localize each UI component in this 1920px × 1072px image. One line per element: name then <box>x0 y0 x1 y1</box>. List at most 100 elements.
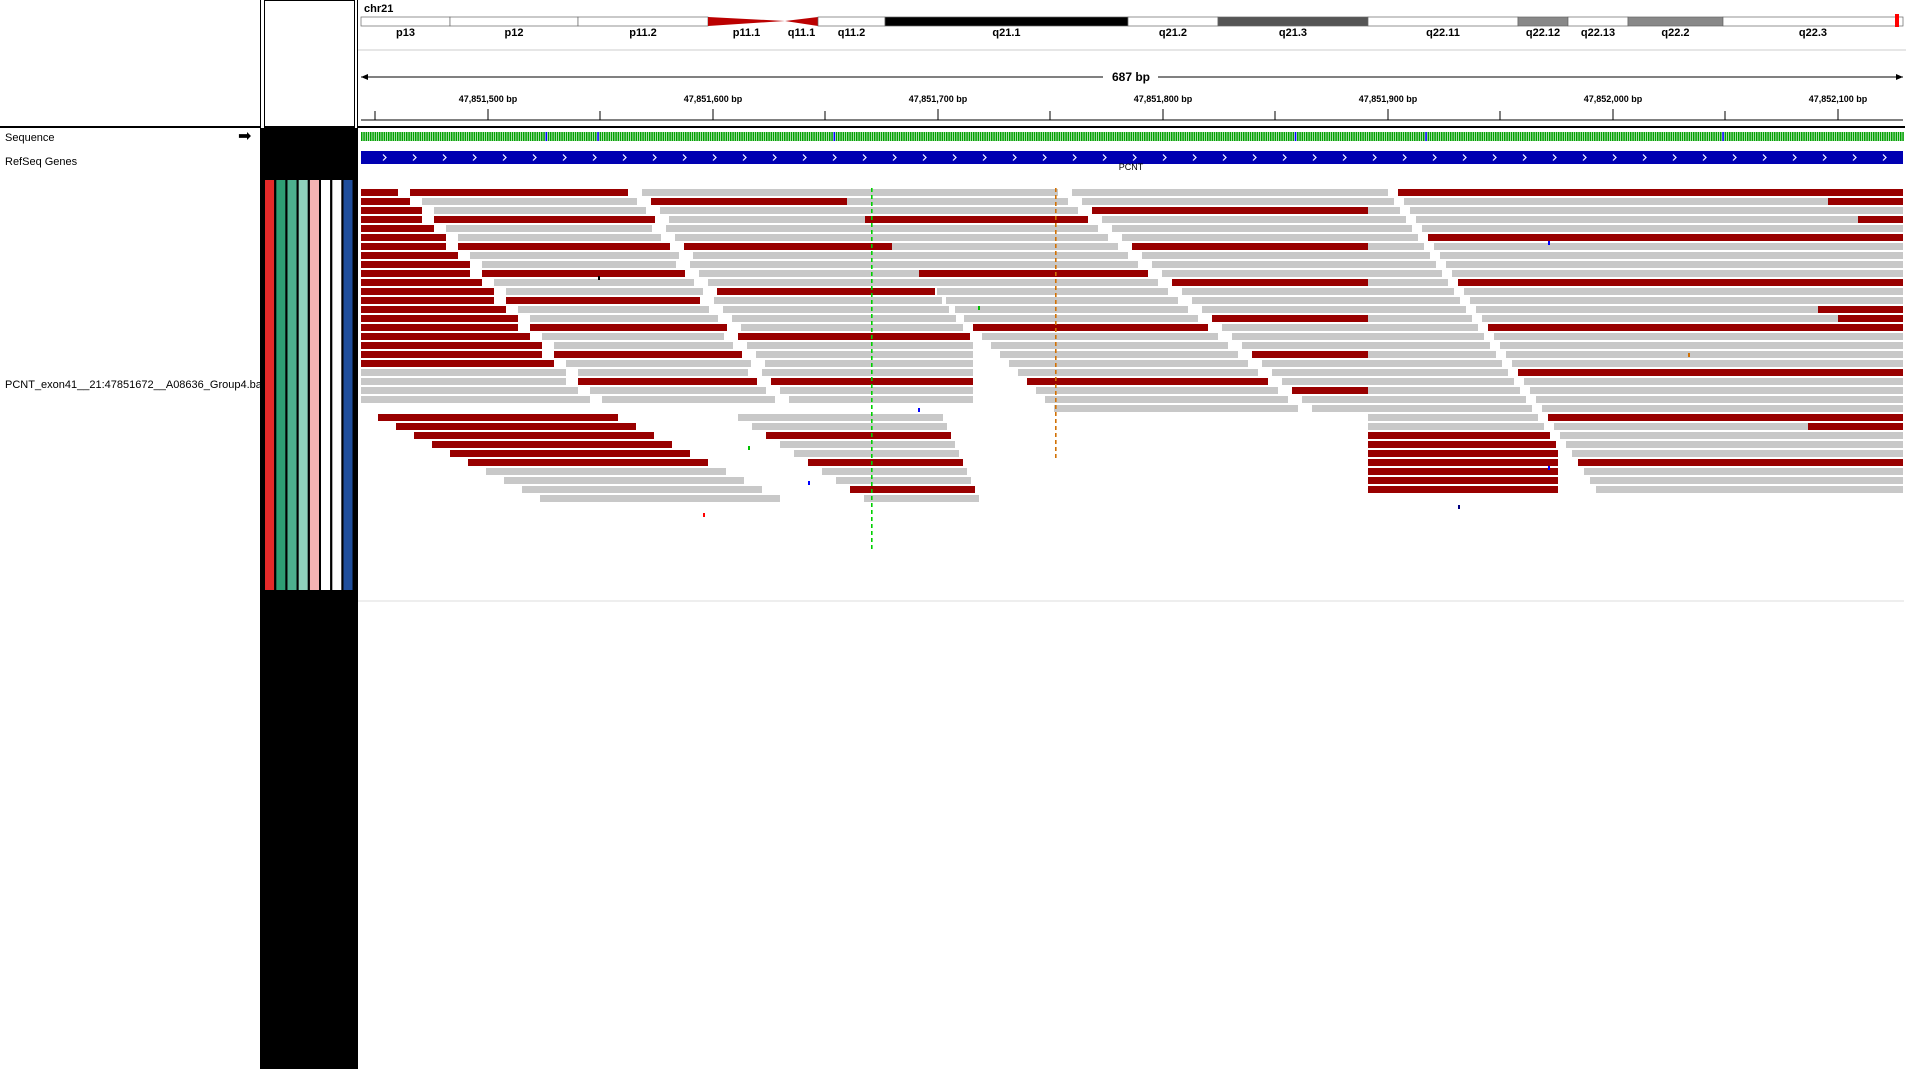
aligned-read[interactable] <box>361 216 422 223</box>
aligned-read[interactable] <box>1368 423 1544 430</box>
aligned-read[interactable] <box>590 387 766 394</box>
aligned-read[interactable] <box>1838 315 1903 322</box>
ideogram-band[interactable] <box>1567 16 1629 27</box>
ideogram-band-centromere[interactable] <box>708 17 785 26</box>
aligned-read[interactable] <box>1578 459 1903 466</box>
aligned-read[interactable] <box>506 288 703 295</box>
aligned-read[interactable] <box>578 369 748 376</box>
aligned-read[interactable] <box>434 216 655 223</box>
aligned-read[interactable] <box>1112 225 1368 232</box>
strand-arrow-icon[interactable]: ➡ <box>238 128 252 145</box>
aligned-read[interactable] <box>1302 396 1368 403</box>
aligned-read[interactable] <box>1368 216 1406 223</box>
aligned-read[interactable] <box>865 216 1088 223</box>
aligned-read[interactable] <box>762 369 973 376</box>
aligned-read[interactable] <box>1368 279 1448 286</box>
aligned-read[interactable] <box>747 342 973 349</box>
aligned-read[interactable] <box>1410 207 1903 214</box>
aligned-read[interactable] <box>361 351 542 358</box>
aligned-read[interactable] <box>1368 387 1520 394</box>
aligned-read[interactable] <box>1232 333 1368 340</box>
aligned-read[interactable] <box>1368 261 1436 268</box>
aligned-read[interactable] <box>482 261 676 268</box>
aligned-read[interactable] <box>1312 405 1368 412</box>
aligned-read[interactable] <box>542 333 724 340</box>
track-name-refseq[interactable]: RefSeq Genes <box>5 156 78 168</box>
ideogram-band-centromere[interactable] <box>785 17 818 26</box>
aligned-read[interactable] <box>1446 261 1903 268</box>
aligned-read[interactable] <box>361 324 518 331</box>
aligned-read[interactable] <box>838 189 1058 196</box>
aligned-read[interactable] <box>1470 297 1903 304</box>
aligned-read[interactable] <box>883 234 1108 241</box>
aligned-read[interactable] <box>540 495 780 502</box>
aligned-read[interactable] <box>1368 252 1430 259</box>
aligned-read[interactable] <box>1452 270 1903 277</box>
aligned-read[interactable] <box>1778 369 1903 376</box>
aligned-read[interactable] <box>1082 198 1368 205</box>
attribute-columns[interactable] <box>261 128 357 1069</box>
aligned-read[interactable] <box>530 315 718 322</box>
aligned-read[interactable] <box>771 378 973 385</box>
aligned-read[interactable] <box>1368 333 1484 340</box>
aligned-read[interactable] <box>1368 189 1388 196</box>
aligned-read[interactable] <box>1416 216 1903 223</box>
aligned-read[interactable] <box>808 459 963 466</box>
aligned-read[interactable] <box>458 243 670 250</box>
aligned-read[interactable] <box>901 252 1128 259</box>
aligned-read[interactable] <box>486 468 726 475</box>
aligned-read[interactable] <box>1536 396 1903 403</box>
aligned-read[interactable] <box>1222 324 1368 331</box>
aligned-read[interactable] <box>506 297 700 304</box>
ideogram-band[interactable] <box>817 16 886 27</box>
aligned-read[interactable] <box>1368 396 1526 403</box>
aligned-read[interactable] <box>1458 279 1903 286</box>
data-panel[interactable]: PCNT <box>357 128 1905 1069</box>
aligned-read[interactable] <box>1506 351 1903 358</box>
aligned-read[interactable] <box>1404 198 1903 205</box>
aligned-read[interactable] <box>361 225 434 232</box>
aligned-read[interactable] <box>1212 315 1368 322</box>
aligned-read[interactable] <box>850 486 975 493</box>
aligned-read[interactable] <box>554 342 733 349</box>
aligned-read[interactable] <box>1560 432 1903 439</box>
aligned-read[interactable] <box>361 207 422 214</box>
aligned-read[interactable] <box>361 252 458 259</box>
ideogram-band[interactable] <box>1217 16 1369 27</box>
aligned-read[interactable] <box>361 198 410 205</box>
alignment-reads[interactable] <box>361 189 1903 502</box>
aligned-read[interactable] <box>1482 315 1903 322</box>
aligned-read[interactable] <box>1368 351 1496 358</box>
aligned-read[interactable] <box>554 351 742 358</box>
aligned-read[interactable] <box>1368 378 1514 385</box>
aligned-read[interactable] <box>361 270 470 277</box>
aligned-read[interactable] <box>1092 207 1368 214</box>
aligned-read[interactable] <box>910 261 1138 268</box>
aligned-read[interactable] <box>1494 333 1903 340</box>
aligned-read[interactable] <box>361 279 482 286</box>
aligned-read[interactable] <box>642 189 858 196</box>
aligned-read[interactable] <box>955 306 1188 313</box>
aligned-read[interactable] <box>1596 486 1903 493</box>
aligned-read[interactable] <box>1368 207 1400 214</box>
attribute-cell[interactable] <box>343 180 353 590</box>
aligned-read[interactable] <box>1009 360 1248 367</box>
aligned-read[interactable] <box>794 450 959 457</box>
aligned-read[interactable] <box>1584 468 1903 475</box>
aligned-read[interactable] <box>361 315 518 322</box>
aligned-read[interactable] <box>1262 360 1368 367</box>
chromosome-ideogram[interactable]: p13 p12 p11.2 p11.1 q11.1 q11.2 q21.1 q21.2 q21.… <box>360 16 1904 39</box>
gene-feature-pcnt[interactable] <box>361 151 1903 164</box>
aligned-read[interactable] <box>765 360 973 367</box>
ideogram-band[interactable] <box>360 16 451 27</box>
aligned-read[interactable] <box>1590 477 1903 484</box>
aligned-read[interactable] <box>1464 288 1903 295</box>
aligned-read[interactable] <box>660 207 872 214</box>
aligned-read[interactable] <box>1027 378 1268 385</box>
refseq-gene-track[interactable]: PCNT <box>361 151 1903 172</box>
aligned-read[interactable] <box>1422 225 1903 232</box>
aligned-read[interactable] <box>973 324 1208 331</box>
aligned-read[interactable] <box>361 261 470 268</box>
aligned-read[interactable] <box>422 198 637 205</box>
aligned-read[interactable] <box>482 270 685 277</box>
